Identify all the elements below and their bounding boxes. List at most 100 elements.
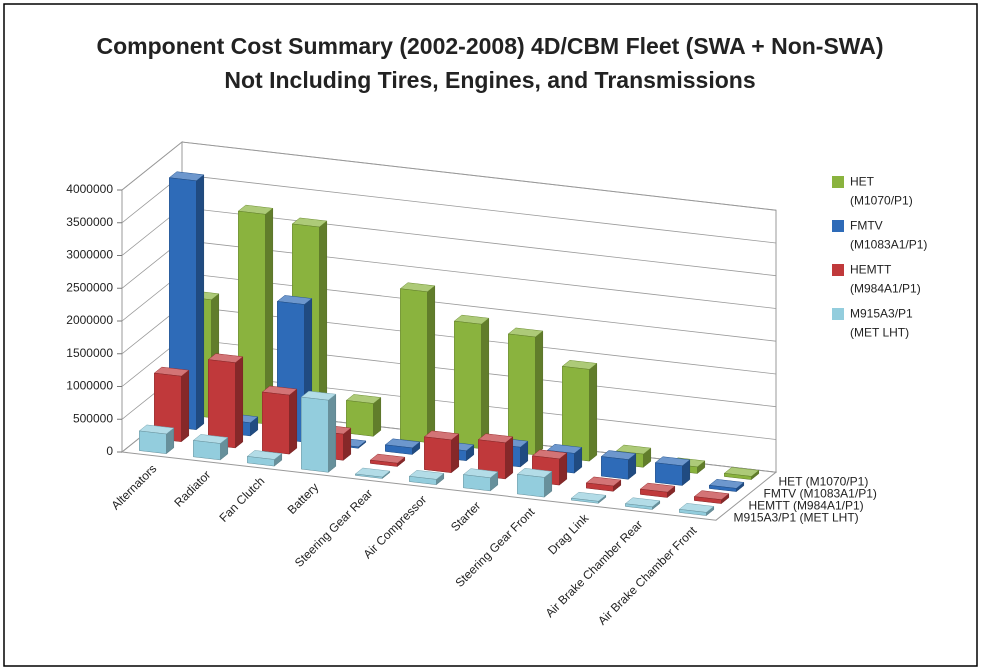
bar-front (655, 462, 683, 486)
bar-front (208, 359, 236, 449)
grid-line (121, 141, 777, 211)
depth-label: M915A3/P1 (MET LHT) (734, 510, 859, 524)
bar (246, 450, 283, 467)
bar-side (289, 388, 298, 455)
bar-side (328, 393, 337, 473)
depth-label: FMTV (M1083A1/P1) (764, 486, 877, 500)
bar-front (517, 474, 545, 498)
bar (369, 453, 406, 468)
bar-side (427, 285, 436, 444)
bar-front (247, 456, 275, 467)
bar (408, 470, 445, 486)
bar (261, 385, 298, 455)
bar-side (589, 362, 598, 462)
bar (507, 327, 544, 456)
bar-front (262, 391, 290, 455)
y-tick-label: 3000000 (66, 248, 113, 262)
bar-front (370, 459, 398, 467)
bar (384, 438, 421, 456)
bar-front (709, 485, 737, 492)
bar (453, 314, 490, 450)
depth-label: HEMTT (M984A1/P1) (749, 498, 864, 512)
bar (354, 467, 391, 480)
bar-front (385, 444, 413, 455)
legend-label: HET (M1070/P1) (850, 175, 913, 208)
bar-side (181, 369, 190, 443)
bar (723, 467, 760, 481)
bar (600, 450, 637, 480)
y-tick-label: 0 (106, 444, 113, 458)
bar (639, 482, 676, 499)
legend-label: M915A3/P1 (MET LHT) (850, 307, 913, 340)
bar-side (481, 317, 490, 450)
chart-subtitle: Not Including Tires, Engines, and Transm… (224, 67, 755, 93)
y-tick-label: 3500000 (66, 215, 113, 229)
legend-label-line: (M1070/P1) (850, 194, 913, 208)
bar (138, 424, 175, 455)
bar (168, 171, 205, 431)
bar-front (463, 474, 491, 492)
bar (516, 468, 553, 498)
bar-front (193, 440, 221, 461)
bar-front (355, 473, 383, 479)
y-tick-label: 1500000 (66, 346, 113, 360)
bar-side (535, 330, 544, 456)
bar-front (625, 503, 653, 510)
legend-label-line: (MET LHT) (850, 326, 909, 340)
bar-side (505, 436, 514, 480)
bar-front (640, 488, 668, 498)
bar (654, 456, 691, 487)
bar-side (373, 396, 382, 437)
legend-label-line: HET (850, 175, 875, 189)
bar (192, 434, 229, 461)
bar (300, 390, 337, 473)
y-tick-label: 500000 (73, 411, 113, 425)
legend-label-line: HEMTT (850, 263, 892, 277)
legend-swatch (832, 176, 844, 188)
legend-label-line: FMTV (850, 219, 883, 233)
y-tick-label: 2000000 (66, 313, 113, 327)
bar (462, 468, 499, 492)
bar-front (694, 496, 722, 504)
bar (570, 491, 607, 504)
bar-front (601, 456, 629, 480)
bar (678, 503, 715, 517)
y-tick-label: 4000000 (66, 182, 113, 196)
bar-side (451, 433, 460, 474)
bar-front (586, 482, 614, 492)
legend-swatch (832, 308, 844, 320)
legend-label: HEMTT (M984A1/P1) (850, 263, 921, 296)
bar (477, 433, 514, 480)
bar-front (346, 400, 374, 437)
bar-front (424, 436, 452, 473)
bar-side (196, 174, 205, 431)
bar (207, 353, 244, 449)
bar (399, 282, 436, 444)
legend-label-line: M915A3/P1 (850, 307, 913, 321)
bar (345, 394, 382, 437)
bar-front (409, 476, 437, 485)
y-tick-label: 1000000 (66, 379, 113, 393)
bar (585, 476, 622, 492)
bar (423, 430, 460, 474)
bar-front (679, 509, 707, 516)
bar-front (139, 430, 167, 454)
y-tick-label: 2500000 (66, 280, 113, 294)
bar (624, 497, 661, 511)
bar-front (724, 473, 752, 480)
bar-front (571, 497, 599, 504)
legend-swatch (832, 220, 844, 232)
depth-label: HET (M1070/P1) (779, 474, 869, 488)
bar (693, 490, 730, 505)
bar-front (301, 396, 329, 473)
legend-label-line: (M1083A1/P1) (850, 238, 927, 252)
legend-label-line: (M984A1/P1) (850, 282, 921, 296)
chart-title: Component Cost Summary (2002-2008) 4D/CB… (96, 33, 883, 59)
bar (153, 366, 190, 443)
bar (708, 479, 745, 493)
bar-front (454, 320, 482, 449)
bar-front (400, 288, 428, 443)
legend-swatch (832, 264, 844, 276)
legend-label: FMTV (M1083A1/P1) (850, 219, 927, 252)
